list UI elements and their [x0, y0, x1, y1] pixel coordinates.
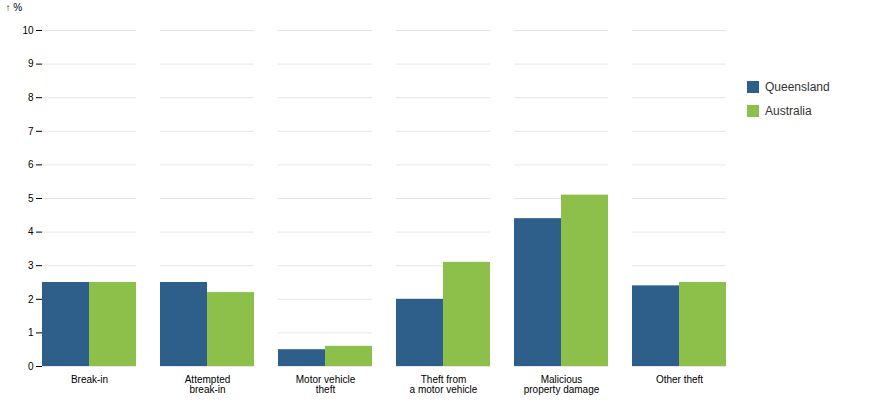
svg-text:7: 7: [28, 126, 34, 137]
svg-text:Attemptedbreak-in: Attemptedbreak-in: [185, 374, 231, 395]
svg-text:Theft froma motor vehicle: Theft froma motor vehicle: [410, 374, 478, 395]
svg-text:5: 5: [28, 193, 34, 204]
svg-text:0: 0: [28, 361, 34, 372]
html-text:Australia: Australia: [765, 104, 812, 118]
svg-text:Maliciousproperty damage: Maliciousproperty damage: [524, 374, 600, 395]
svg-text:1: 1: [28, 327, 34, 338]
svg-text:3: 3: [28, 260, 34, 271]
svg-text:9: 9: [28, 58, 34, 69]
svg-text:10: 10: [22, 25, 34, 36]
svg-text:Other theft: Other theft: [656, 374, 703, 385]
svg-text:6: 6: [28, 159, 34, 170]
html-text:Queensland: Queensland: [765, 80, 830, 94]
svg-text:↑ %: ↑ %: [6, 2, 23, 13]
svg-text:Motor vehicletheft: Motor vehicletheft: [296, 374, 356, 395]
svg-text:2: 2: [28, 294, 34, 305]
svg-text:4: 4: [28, 226, 34, 237]
svg-text:Break-in: Break-in: [71, 374, 108, 385]
svg-text:8: 8: [28, 92, 34, 103]
